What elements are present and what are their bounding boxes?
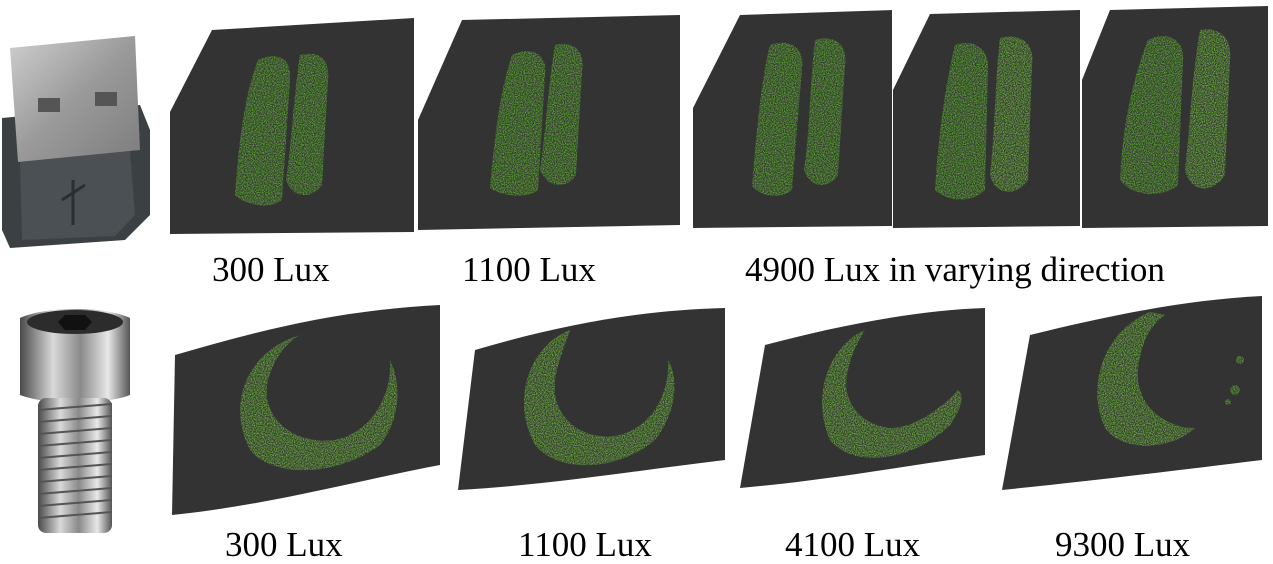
top-caption-4900-lux-varying-direction: 4900 Lux in varying direction: [745, 250, 1165, 289]
top-caption-1100-lux: 1100 Lux: [462, 250, 596, 289]
top-panel-3: [693, 10, 892, 228]
bottom-panel-1: [172, 305, 440, 515]
top-panel-4: [893, 10, 1080, 228]
bottom-panel-2: [458, 308, 725, 490]
bottom-caption-300-lux: 300 Lux: [225, 525, 343, 564]
top-panel-1: [170, 18, 414, 234]
usb-connector-photo: [2, 36, 150, 248]
bottom-caption-4100-lux: 4100 Lux: [785, 525, 921, 564]
top-panel-2: [418, 15, 680, 230]
bottom-panel-3: [740, 308, 985, 488]
hex-screw-photo: [20, 309, 130, 533]
bottom-caption-1100-lux: 1100 Lux: [518, 525, 652, 564]
bottom-caption-9300-lux: 9300 Lux: [1055, 525, 1191, 564]
top-caption-300-lux: 300 Lux: [212, 250, 330, 289]
top-panel-5: [1082, 6, 1268, 228]
bottom-panel-4: [1002, 296, 1262, 490]
